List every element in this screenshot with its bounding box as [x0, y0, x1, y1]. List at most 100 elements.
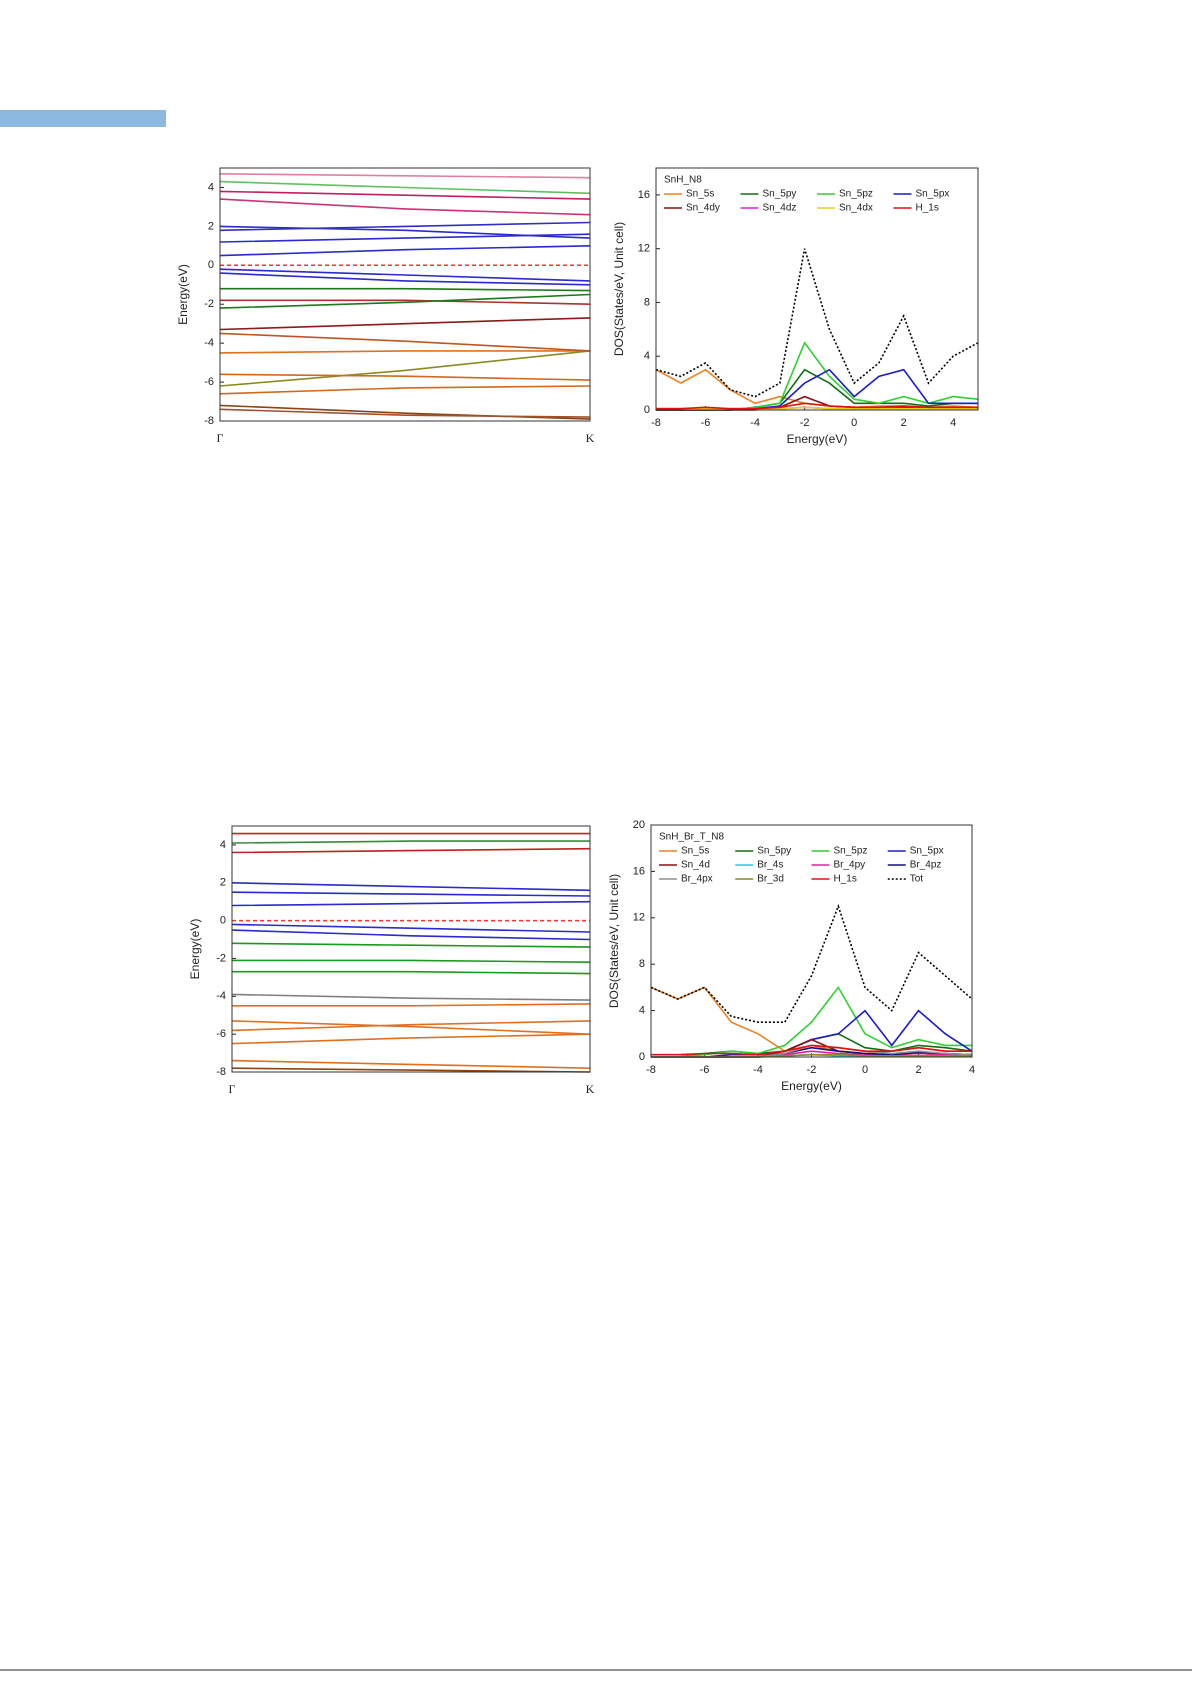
plot-frame: [655, 167, 979, 411]
series-line: [219, 373, 591, 381]
series-line: [220, 287, 591, 292]
x-tick-label: 4: [969, 1064, 975, 1076]
legend-label: Sn_5pz: [839, 189, 873, 200]
section-bar: [0, 110, 166, 127]
x-tick-label: -4: [753, 1064, 763, 1076]
series-line: [219, 190, 591, 200]
series-line: [219, 225, 591, 239]
x-tick-label: Γ: [217, 431, 224, 445]
legend-label: Br_4py: [834, 860, 866, 871]
y-tick-label: 0: [639, 1051, 645, 1063]
series-line: [219, 272, 591, 286]
y-tick-label: 2: [208, 220, 214, 232]
series-line: [232, 1003, 591, 1007]
y-tick-label: -6: [204, 376, 214, 388]
x-tick-label: K: [586, 1082, 595, 1096]
legend-label: H_1s: [834, 874, 857, 885]
y-axis-label: Energy(eV): [188, 919, 202, 980]
series-line: [231, 993, 591, 1001]
series-line: [231, 929, 591, 941]
x-tick-label: -8: [646, 1064, 656, 1076]
x-tick-label: K: [586, 431, 595, 445]
series-line: [656, 402, 978, 410]
series-line: [220, 299, 591, 305]
series-line: [231, 840, 590, 844]
legend-label: Sn_4d: [681, 860, 710, 871]
y-tick-label: 20: [633, 819, 645, 831]
series-line: [219, 317, 591, 331]
legend-label: Sn_5s: [681, 846, 709, 857]
series-line: [651, 1009, 973, 1058]
series-line: [219, 173, 591, 179]
series-line: [655, 248, 979, 398]
series-line: [219, 408, 591, 418]
legend-label: Sn_5s: [686, 189, 714, 200]
series-line: [231, 1067, 591, 1073]
series-line: [232, 970, 591, 975]
x-axis-label: Energy(eV): [781, 1079, 842, 1093]
x-axis-label: Energy(eV): [787, 432, 848, 446]
x-tick-label: -8: [651, 417, 661, 429]
series-line: [219, 268, 591, 282]
y-tick-label: 12: [638, 243, 650, 255]
plot-frame: [219, 167, 591, 422]
y-axis-label: DOS(States/eV, Unit cell): [612, 222, 626, 356]
x-tick-label: -2: [807, 1064, 817, 1076]
series-line: [650, 986, 972, 1055]
series-line: [231, 900, 591, 907]
series-line: [650, 903, 973, 1023]
y-tick-label: 0: [644, 404, 650, 416]
series-line: [231, 891, 591, 897]
legend-label: Sn_5pz: [834, 846, 868, 857]
series-line: [219, 350, 590, 354]
y-tick-label: 0: [220, 915, 226, 927]
series-line: [219, 221, 591, 232]
series-line: [651, 985, 972, 1058]
x-tick-label: -4: [750, 417, 760, 429]
y-axis-label: Energy(eV): [176, 264, 190, 325]
y-tick-label: 2: [220, 877, 226, 889]
y-tick-label: 0: [208, 259, 214, 271]
series-line: [219, 245, 591, 257]
plot-frame: [650, 824, 973, 1058]
legend-label: Sn_4dx: [839, 203, 873, 214]
series-line: [656, 406, 978, 410]
y-tick-label: 4: [208, 181, 214, 193]
series-line: [219, 385, 591, 395]
y-tick-label: 16: [633, 865, 645, 877]
y-tick-label: -2: [204, 298, 214, 310]
series-line: [651, 1044, 972, 1056]
x-tick-label: 2: [901, 417, 907, 429]
chart-title: SnH_Br_T_N8: [659, 832, 724, 843]
y-tick-label: 4: [220, 839, 226, 851]
series-line: [231, 1033, 591, 1045]
y-tick-label: -6: [216, 1028, 226, 1040]
series-line: [219, 293, 591, 309]
legend-label: Sn_5px: [916, 189, 950, 200]
y-tick-label: 12: [633, 912, 645, 924]
series-line: [231, 923, 591, 933]
legend-label: Sn_4dz: [763, 203, 797, 214]
y-tick-label: 4: [639, 1005, 645, 1017]
series-line: [231, 1020, 591, 1032]
series-line: [232, 959, 591, 963]
y-tick-label: 4: [644, 350, 650, 362]
x-tick-label: 0: [851, 417, 857, 429]
series-line: [231, 1059, 591, 1069]
y-axis-label: DOS(States/eV, Unit cell): [607, 874, 621, 1008]
y-tick-label: -8: [216, 1066, 226, 1078]
series-line: [219, 332, 591, 352]
y-tick-label: -4: [216, 990, 226, 1002]
x-tick-label: Γ: [229, 1082, 236, 1096]
series-line: [231, 942, 591, 948]
legend-label: Br_3d: [757, 874, 784, 885]
series-line: [219, 198, 591, 216]
series-line: [231, 1020, 591, 1035]
legend-label: Sn_5px: [910, 846, 944, 857]
legend-label: Tot: [910, 874, 924, 885]
y-tick-label: 16: [638, 189, 650, 201]
legend-label: Br_4pz: [910, 860, 942, 871]
plot-frame: [231, 825, 591, 1073]
